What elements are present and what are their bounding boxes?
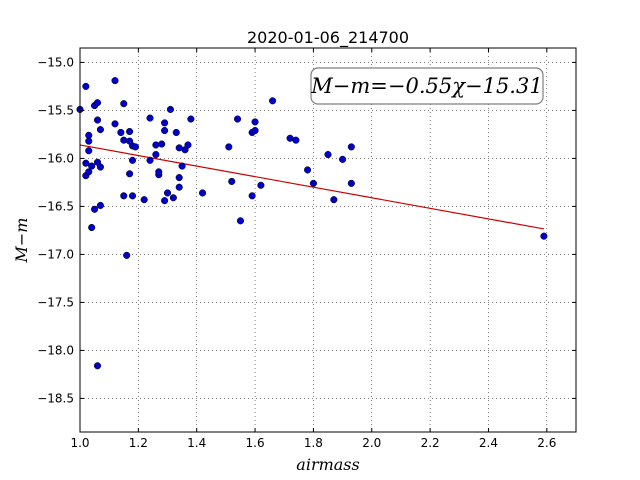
data-point	[178, 162, 186, 170]
data-point	[120, 136, 128, 144]
data-point	[304, 166, 312, 174]
fit-equation-annotation: M−m=−0.55χ−15.31	[310, 67, 544, 105]
data-point	[248, 192, 256, 200]
data-point	[234, 115, 242, 123]
data-point	[131, 143, 139, 151]
data-point	[93, 99, 102, 107]
chart-title: 2020-01-06_214700	[247, 28, 409, 48]
data-point	[93, 362, 102, 370]
data-point	[163, 189, 172, 197]
data-point	[198, 189, 207, 197]
x-tick-label: 2.4	[479, 436, 498, 450]
data-point	[111, 120, 119, 128]
x-tick-label: 1.8	[304, 436, 323, 450]
fit-equation-text: M−m=−0.55χ−15.31	[310, 74, 542, 98]
grid-lines	[79, 48, 576, 432]
data-point	[236, 217, 245, 225]
data-point	[120, 100, 128, 108]
data-point	[146, 156, 154, 164]
data-point	[152, 141, 160, 149]
data-point	[96, 126, 104, 134]
data-point	[93, 116, 102, 124]
data-point	[155, 168, 163, 176]
data-point	[111, 77, 119, 85]
data-point	[158, 140, 166, 148]
x-tick-label: 1.2	[129, 436, 148, 450]
y-tick-label: −16.5	[37, 199, 74, 213]
data-point	[172, 128, 180, 137]
data-point	[128, 156, 137, 164]
data-point	[292, 136, 300, 144]
data-point	[146, 114, 154, 122]
data-point	[169, 194, 177, 202]
data-point	[85, 168, 93, 176]
data-point	[96, 201, 104, 209]
data-point	[117, 128, 125, 137]
y-tick-label: −16.0	[37, 151, 74, 165]
data-point	[128, 192, 137, 200]
plot-frame	[79, 47, 577, 433]
fit-line	[79, 144, 545, 230]
annotation-box	[310, 67, 544, 105]
data-point	[91, 205, 99, 213]
x-axis-label: airmass	[296, 455, 359, 474]
y-tick-label: −17.5	[37, 295, 74, 309]
data-point	[347, 179, 355, 187]
data-point	[187, 115, 195, 123]
y-tick-label: −18.0	[37, 343, 74, 357]
data-point	[161, 127, 169, 135]
data-point	[309, 179, 317, 187]
fit-line-group	[79, 144, 545, 230]
data-point	[540, 232, 548, 240]
data-point	[123, 251, 131, 259]
data-point	[82, 159, 90, 167]
y-axis-label: M−m	[12, 218, 31, 264]
data-point	[82, 82, 90, 90]
y-tick-label: −18.5	[37, 391, 74, 405]
y-tick-label: −17.0	[37, 247, 74, 261]
x-tick-label: 1.4	[187, 436, 206, 450]
data-point	[184, 141, 192, 149]
data-point	[225, 143, 233, 151]
data-point	[175, 174, 183, 182]
data-point	[161, 119, 169, 127]
x-tick-label: 1.0	[70, 436, 89, 450]
data-point	[347, 143, 355, 151]
data-point	[88, 162, 96, 170]
data-point	[339, 155, 347, 163]
data-point	[251, 118, 259, 126]
data-point	[175, 183, 183, 191]
data-point	[251, 127, 259, 135]
data-point	[85, 147, 93, 155]
data-point	[269, 97, 277, 105]
y-tick-label: −15.0	[37, 55, 74, 69]
x-tick-label: 2.6	[537, 436, 556, 450]
axis-ticks: 1.0 1.2 1.4 1.6 1.8 2.0 2.2 2.4 2.6 −15.0 −15.5 −16…	[37, 48, 576, 450]
data-point	[120, 192, 128, 200]
x-tick-label: 2.2	[421, 436, 440, 450]
data-point	[228, 177, 236, 185]
data-point	[126, 170, 134, 178]
data-point	[324, 151, 332, 159]
data-point	[140, 196, 148, 204]
data-point	[96, 163, 104, 171]
y-tick-label: −15.5	[37, 103, 74, 117]
data-points	[76, 77, 548, 370]
data-point	[330, 196, 338, 204]
data-point	[161, 197, 169, 205]
x-tick-label: 1.6	[246, 436, 265, 450]
data-point	[126, 127, 134, 136]
data-point	[152, 151, 160, 159]
data-point	[88, 223, 96, 232]
data-point	[166, 105, 174, 113]
data-point	[85, 137, 93, 145]
data-point	[257, 181, 265, 189]
x-tick-label: 2.0	[362, 436, 381, 450]
